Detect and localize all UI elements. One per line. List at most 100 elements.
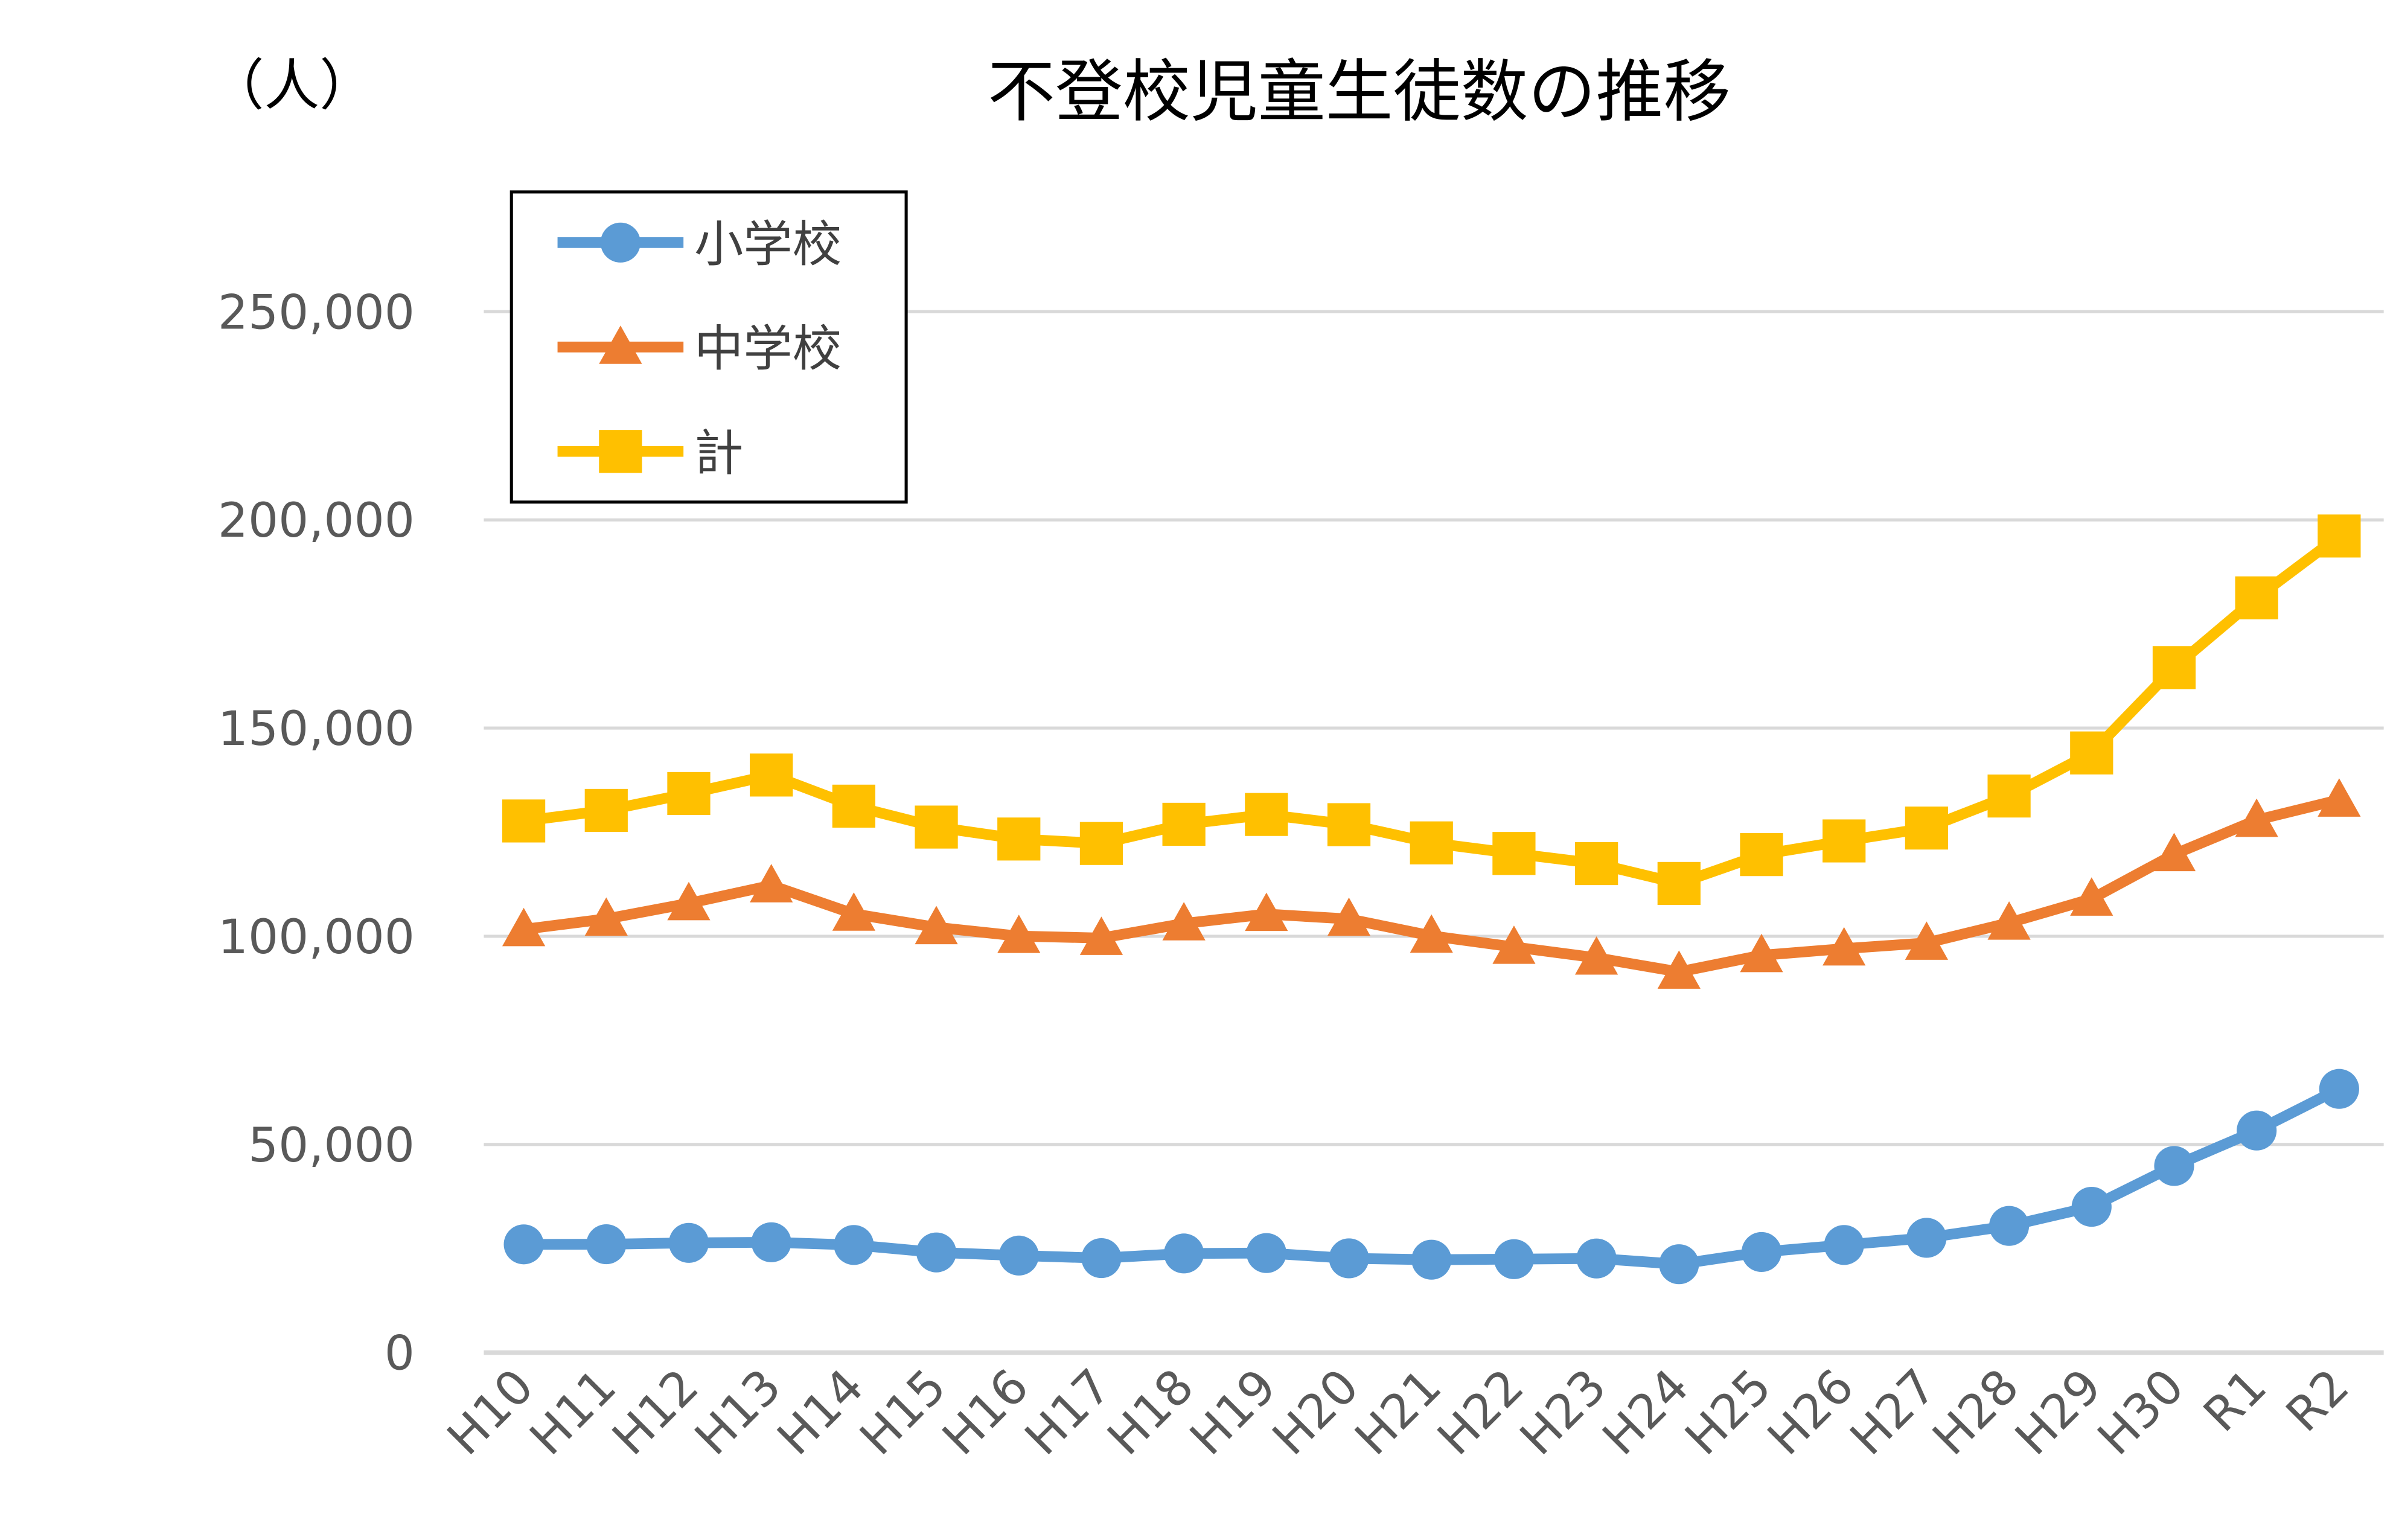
data-point — [1989, 1206, 2030, 1246]
x-tick-label: H19 — [1180, 1358, 1287, 1466]
data-point — [998, 1235, 1039, 1276]
x-tick-label: R1 — [2193, 1358, 2277, 1442]
data-point — [1740, 933, 1783, 973]
data-point — [832, 784, 875, 828]
data-point — [1164, 1233, 1204, 1274]
x-tick-label: H21 — [1344, 1358, 1452, 1466]
x-tick-label: H30 — [2087, 1358, 2194, 1466]
y-tick-label: 250,000 — [218, 284, 415, 340]
legend-label: 中学校 — [694, 320, 842, 377]
data-point — [667, 881, 711, 921]
x-tick-label: H28 — [1922, 1358, 2030, 1466]
data-point — [2235, 576, 2278, 619]
data-point — [915, 906, 958, 945]
y-tick-label: 150,000 — [218, 701, 415, 756]
data-point — [2319, 1069, 2359, 1109]
series-1 — [502, 778, 2361, 989]
x-tick-label: H16 — [932, 1358, 1040, 1466]
data-point — [1162, 902, 1206, 941]
data-point — [915, 805, 958, 849]
data-point — [1079, 822, 1123, 865]
x-tick-label: H25 — [1675, 1358, 1782, 1466]
legend-label: 計 — [694, 424, 743, 482]
x-tick-label: H20 — [1262, 1358, 1369, 1466]
x-tick-label: R2 — [2275, 1358, 2359, 1442]
x-tick-label: H17 — [1014, 1358, 1122, 1466]
data-point — [2235, 798, 2278, 837]
data-point — [1824, 1225, 1864, 1265]
legend-marker — [599, 430, 642, 473]
x-tick-label: H14 — [767, 1358, 874, 1466]
y-tick-label: 200,000 — [218, 493, 415, 548]
legend-label: 小学校 — [694, 216, 842, 273]
data-point — [2152, 646, 2196, 689]
data-point — [1245, 793, 1288, 836]
x-tick-label: H29 — [2005, 1358, 2112, 1466]
data-point — [834, 1225, 874, 1265]
x-tick-label: H24 — [1592, 1358, 1699, 1466]
data-point — [503, 1224, 544, 1265]
x-tick-label: H23 — [1509, 1358, 1617, 1466]
chart-title: 不登校児童生徒数の推移 — [988, 53, 1731, 132]
data-point — [1659, 1244, 1699, 1285]
data-point — [1245, 892, 1288, 931]
data-point — [1492, 832, 1536, 875]
data-point — [2318, 514, 2361, 558]
data-point — [1410, 914, 1453, 953]
data-point — [1574, 936, 1618, 975]
data-point — [2071, 1187, 2112, 1227]
data-point — [1327, 897, 1371, 936]
data-point — [2318, 778, 2361, 817]
x-tick-label: H11 — [519, 1358, 627, 1466]
data-point — [997, 915, 1041, 953]
data-point — [1657, 950, 1701, 989]
data-point — [586, 1224, 627, 1265]
series-line — [523, 1084, 2342, 1270]
data-point — [916, 1232, 957, 1273]
data-point — [1741, 1232, 1782, 1273]
x-tick-label: H26 — [1757, 1358, 1865, 1466]
data-point — [502, 907, 546, 947]
data-point — [2152, 832, 2196, 872]
x-tick-label: H22 — [1427, 1358, 1535, 1466]
data-point — [1494, 1239, 1534, 1279]
y-tick-label: 0 — [385, 1326, 415, 1381]
data-point — [2237, 1110, 2277, 1151]
series-0 — [503, 1069, 2359, 1285]
data-point — [1740, 833, 1783, 877]
series-2 — [502, 514, 2361, 906]
x-tick-label: H27 — [1839, 1358, 1947, 1466]
data-point — [751, 1222, 791, 1262]
data-point — [1410, 821, 1453, 864]
data-point — [1657, 861, 1701, 906]
data-point — [832, 892, 875, 931]
y-tick-label: 50,000 — [248, 1117, 415, 1173]
data-point — [1162, 802, 1206, 846]
data-point — [1987, 901, 2031, 940]
x-tick-label: H12 — [602, 1358, 709, 1466]
data-point — [1079, 916, 1123, 955]
data-point — [1906, 1218, 1947, 1258]
x-tick-label: H18 — [1097, 1358, 1204, 1466]
data-point — [1081, 1238, 1122, 1279]
data-point — [1905, 921, 1949, 960]
data-point — [1823, 819, 1866, 863]
data-point — [584, 788, 628, 832]
x-tick-label: H10 — [436, 1358, 544, 1466]
data-point — [1492, 925, 1536, 964]
x-tick-label: H13 — [685, 1358, 792, 1466]
data-point — [1411, 1239, 1452, 1280]
legend-marker — [600, 222, 641, 263]
data-point — [1327, 803, 1371, 846]
data-point — [1329, 1238, 1369, 1279]
data-point — [997, 817, 1041, 861]
data-point — [1246, 1233, 1286, 1273]
data-point — [2070, 731, 2113, 775]
data-point — [2070, 877, 2113, 916]
data-point — [1905, 807, 1949, 850]
data-point — [502, 799, 546, 843]
data-point — [750, 864, 793, 903]
data-point — [1574, 842, 1618, 886]
legend-marker — [599, 325, 642, 364]
data-point — [2154, 1146, 2194, 1186]
